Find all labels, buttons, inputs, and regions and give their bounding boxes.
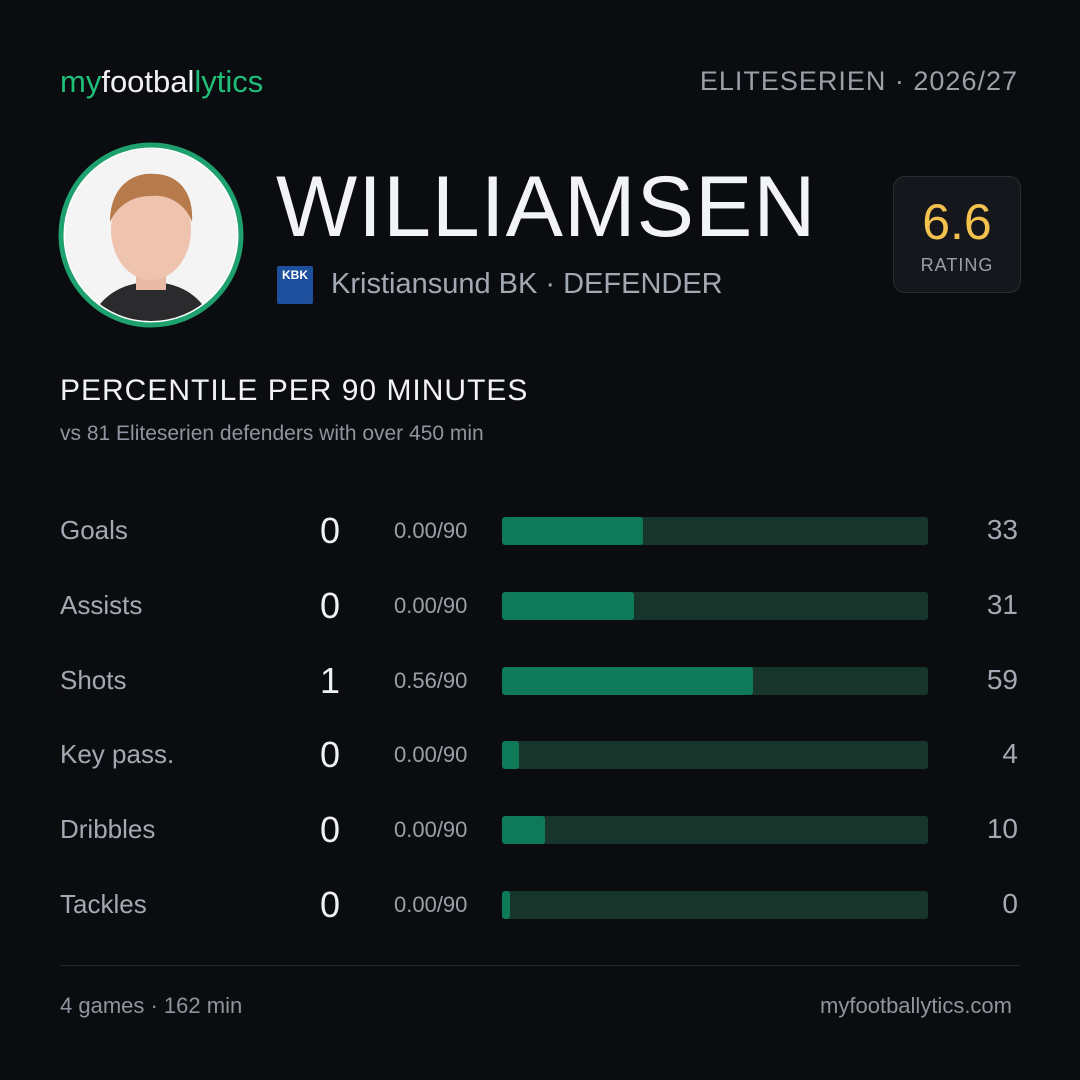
bar-track [502, 666, 928, 695]
bar [502, 816, 545, 845]
brand-part: my [60, 64, 102, 99]
bar-track [502, 741, 928, 770]
bar [502, 741, 520, 770]
bar-track [502, 517, 928, 545]
bar [502, 666, 754, 695]
club-badge: KBK [277, 266, 313, 304]
stat-percentile: 10 [986, 813, 1018, 845]
stat-count: 0 [319, 884, 341, 925]
stat-percentile: 4 [1002, 738, 1018, 770]
bar-track [502, 891, 928, 919]
stat-label: Shots [60, 664, 127, 695]
bar-track [502, 816, 928, 845]
bar [502, 591, 635, 620]
rating-label: RATING [920, 255, 994, 275]
stat-label: Key pass. [60, 739, 175, 770]
stat-label: Goals [60, 515, 128, 545]
stat-percentile: 31 [986, 588, 1018, 620]
rating: 6.6 [922, 194, 992, 250]
brand-part: lytics [194, 64, 264, 99]
brand-part: footbal [101, 64, 195, 99]
player-photo [58, 142, 244, 328]
stat-count: 0 [319, 809, 341, 851]
rating-box: 6.6 RATING [893, 176, 1021, 293]
player-name: WILLIAMSEN [276, 159, 817, 255]
brand: myfootballytics [60, 64, 263, 100]
section-subtitle: vs 81 Eliteserien defenders with over 45… [60, 422, 484, 445]
stat-label: Assists [60, 589, 143, 620]
stat-count: 1 [319, 659, 341, 701]
stat-per90: 0.00/90 [394, 592, 468, 618]
stat-per90: 0.00/90 [394, 817, 468, 843]
footer-site: myfootballytics.com [820, 993, 1012, 1018]
stat-per90: 0.00/90 [394, 892, 468, 917]
club: Kristiansund BK · DEFENDER [331, 268, 723, 300]
section-title: PERCENTILE PER 90 MINUTES [60, 374, 529, 407]
stat-count: 0 [319, 734, 341, 776]
stat-percentile: 0 [1002, 888, 1018, 919]
bar [502, 891, 510, 919]
stat-count: 0 [319, 510, 341, 551]
league: ELITESERIEN · 2026/27 [699, 66, 1018, 96]
footer-summary: 4 games · 162 min [60, 993, 243, 1018]
divider [60, 965, 1020, 966]
stat-label: Dribbles [60, 814, 156, 845]
stat-per90: 0.56/90 [394, 667, 468, 693]
stat-per90: 0.00/90 [394, 742, 468, 768]
bar-track [502, 591, 928, 620]
bar [502, 517, 643, 545]
stat-percentile: 33 [986, 514, 1018, 545]
stat-label: Tackles [60, 889, 147, 919]
stat-count: 0 [319, 584, 341, 626]
stat-percentile: 59 [986, 663, 1018, 695]
stat-per90: 0.00/90 [394, 518, 468, 543]
